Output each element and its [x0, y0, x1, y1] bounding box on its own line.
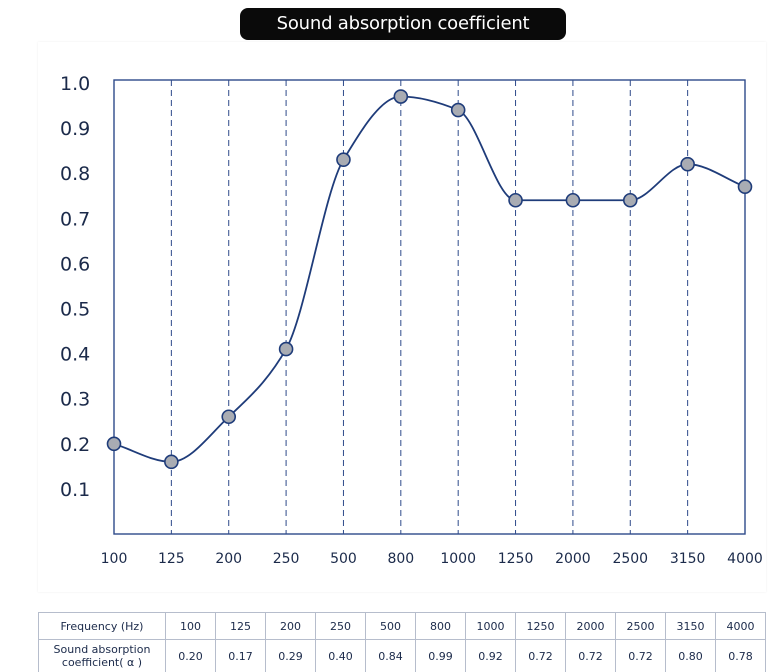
frequency-cell: 1000: [465, 612, 516, 640]
frequency-row-header: Frequency (Hz): [38, 612, 166, 640]
x-tick-label: 1250: [498, 551, 534, 567]
coefficient-cell: 0.92: [465, 639, 516, 672]
x-axis-ticks: 100 125 200 250 500 800 1000 1250 2000 2500 3150 40…: [101, 551, 763, 567]
coefficient-cell: 0.72: [515, 639, 566, 672]
coefficient-cell: 0.20: [165, 639, 216, 672]
frequency-cell: 100: [165, 612, 216, 640]
frequency-cell: 250: [315, 612, 366, 640]
y-tick-label: 0.3: [60, 389, 90, 411]
data-point-2500: [622, 192, 638, 208]
coefficient-cell: 0.99: [415, 639, 466, 672]
y-tick-label: 0.1: [60, 479, 90, 501]
x-tick-label: 3150: [670, 551, 706, 567]
coefficient-row-header: Sound absorption coefficient( α ): [38, 639, 166, 672]
coefficient-cell: 0.29: [265, 639, 316, 672]
y-tick-label: 1.0: [60, 73, 90, 95]
x-tick-label: 500: [330, 551, 357, 567]
coefficient-cell: 0.72: [565, 639, 616, 672]
data-point-500: [336, 152, 351, 167]
y-axis-ticks: 0.1 0.2 0.3 0.4 0.5 0.6 0.7 0.8 0.9 1.0: [60, 73, 90, 501]
x-tick-label: 125: [158, 551, 185, 567]
frequency-row: Frequency (Hz) 100 125 200 250 500 800 1000 125…: [38, 612, 766, 640]
frequency-cell: 200: [265, 612, 316, 640]
x-tick-label: 200: [215, 551, 242, 567]
absorption-data-table: Frequency (Hz) 100 125 200 250 500 800 1000 125…: [38, 612, 766, 672]
x-tick-label: 250: [273, 551, 300, 567]
coefficient-cell: 0.84: [365, 639, 416, 672]
absorption-curve: [113, 95, 746, 463]
frequency-cell: 3150: [665, 612, 716, 640]
x-tick-label: 1000: [440, 551, 476, 567]
coefficient-cell: 0.40: [315, 639, 366, 672]
chart-card: 0.1 0.2 0.3 0.4 0.5 0.6 0.7 0.8 0.9 1.0 100 125 200…: [38, 42, 766, 592]
coefficient-cell: 0.17: [215, 639, 266, 672]
frequency-cell: 1250: [515, 612, 566, 640]
plot-frame: [113, 79, 746, 535]
data-point-800: [393, 89, 409, 104]
frequency-cell: 2500: [615, 612, 666, 640]
data-point-200: [221, 409, 237, 425]
data-point-1000: [450, 102, 466, 118]
coefficient-cell: 0.72: [615, 639, 666, 672]
frequency-cell: 800: [415, 612, 466, 640]
coefficient-cell: 0.80: [665, 639, 716, 672]
x-tick-label: 100: [101, 551, 128, 567]
x-tick-label: 800: [387, 551, 414, 567]
absorption-line-chart: 0.1 0.2 0.3 0.4 0.5 0.6 0.7 0.8 0.9 1.0 100 125 200…: [60, 73, 763, 567]
data-point-250: [278, 341, 294, 357]
y-tick-label: 0.2: [60, 434, 90, 456]
x-tick-label: 4000: [727, 551, 763, 567]
x-tick-label: 2000: [555, 551, 591, 567]
frequency-cell: 2000: [565, 612, 616, 640]
coefficient-row: Sound absorption coefficient( α ) 0.20 0.…: [38, 639, 766, 672]
data-point-3150: [680, 156, 695, 172]
data-point-125: [164, 454, 179, 470]
y-tick-label: 0.6: [60, 253, 90, 275]
y-tick-label: 0.7: [60, 208, 90, 230]
grid-lines: [170, 80, 689, 534]
frequency-cell: 4000: [715, 612, 766, 640]
x-tick-label: 2500: [612, 551, 648, 567]
data-point-100: [106, 436, 122, 452]
y-tick-label: 0.9: [60, 118, 90, 140]
y-tick-label: 0.5: [60, 299, 90, 321]
data-point-1250: [508, 192, 523, 208]
chart-title: Sound absorption coefficient: [240, 8, 566, 40]
y-tick-label: 0.8: [60, 163, 90, 185]
y-tick-label: 0.4: [60, 344, 90, 366]
frequency-cell: 500: [365, 612, 416, 640]
coefficient-cell: 0.78: [715, 639, 766, 672]
data-point-2000: [565, 192, 581, 208]
data-points: [106, 89, 753, 470]
data-point-4000: [737, 179, 753, 195]
frequency-cell: 125: [215, 612, 266, 640]
